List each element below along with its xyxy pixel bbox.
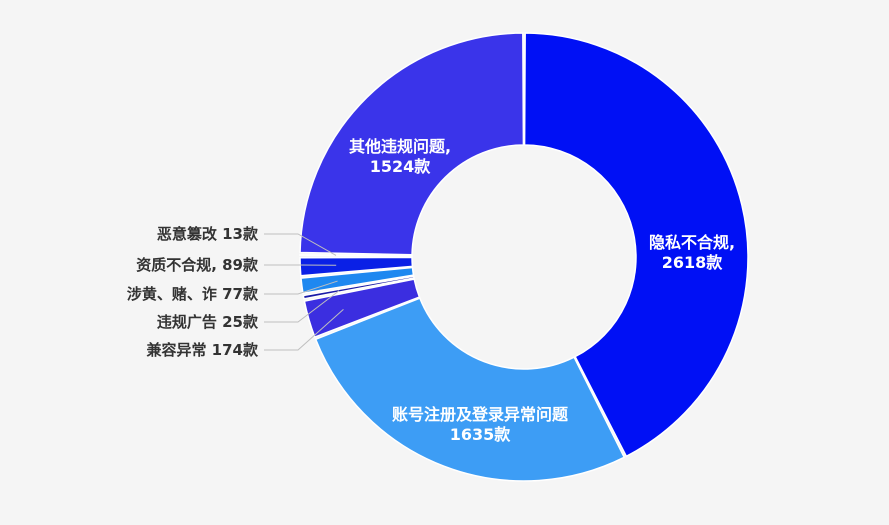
- slice-6[interactable]: [299, 254, 413, 257]
- slice-label-2: 兼容异常 174款: [146, 341, 259, 359]
- slice-2[interactable]: [303, 278, 421, 339]
- slice-4[interactable]: [300, 266, 415, 295]
- leader-line-2: [264, 308, 344, 351]
- slice-1[interactable]: [314, 297, 626, 482]
- slice-3[interactable]: [302, 275, 415, 300]
- slice-label-7: 其他违规问题, 1524款: [349, 137, 451, 176]
- slice-label-4: 涉黄、赌、诈 77款: [127, 285, 259, 303]
- slices-layer: [299, 32, 749, 482]
- slice-0[interactable]: [523, 32, 749, 458]
- slice-label-5: 资质不合规, 89款: [136, 256, 259, 274]
- slice-5[interactable]: [299, 256, 414, 277]
- slice-label-3: 违规广告 25款: [157, 313, 259, 331]
- leader-line-3: [264, 290, 340, 323]
- leader-lines-layer: [264, 233, 344, 351]
- leader-line-6: [264, 233, 337, 256]
- slice-label-0: 隐私不合规, 2618款: [649, 233, 735, 272]
- slice-label-6: 恶意篡改 13款: [157, 225, 259, 243]
- slice-7[interactable]: [299, 32, 525, 256]
- leader-line-4: [264, 280, 338, 295]
- slice-label-1: 账号注册及登录异常问题 1635款: [392, 405, 569, 444]
